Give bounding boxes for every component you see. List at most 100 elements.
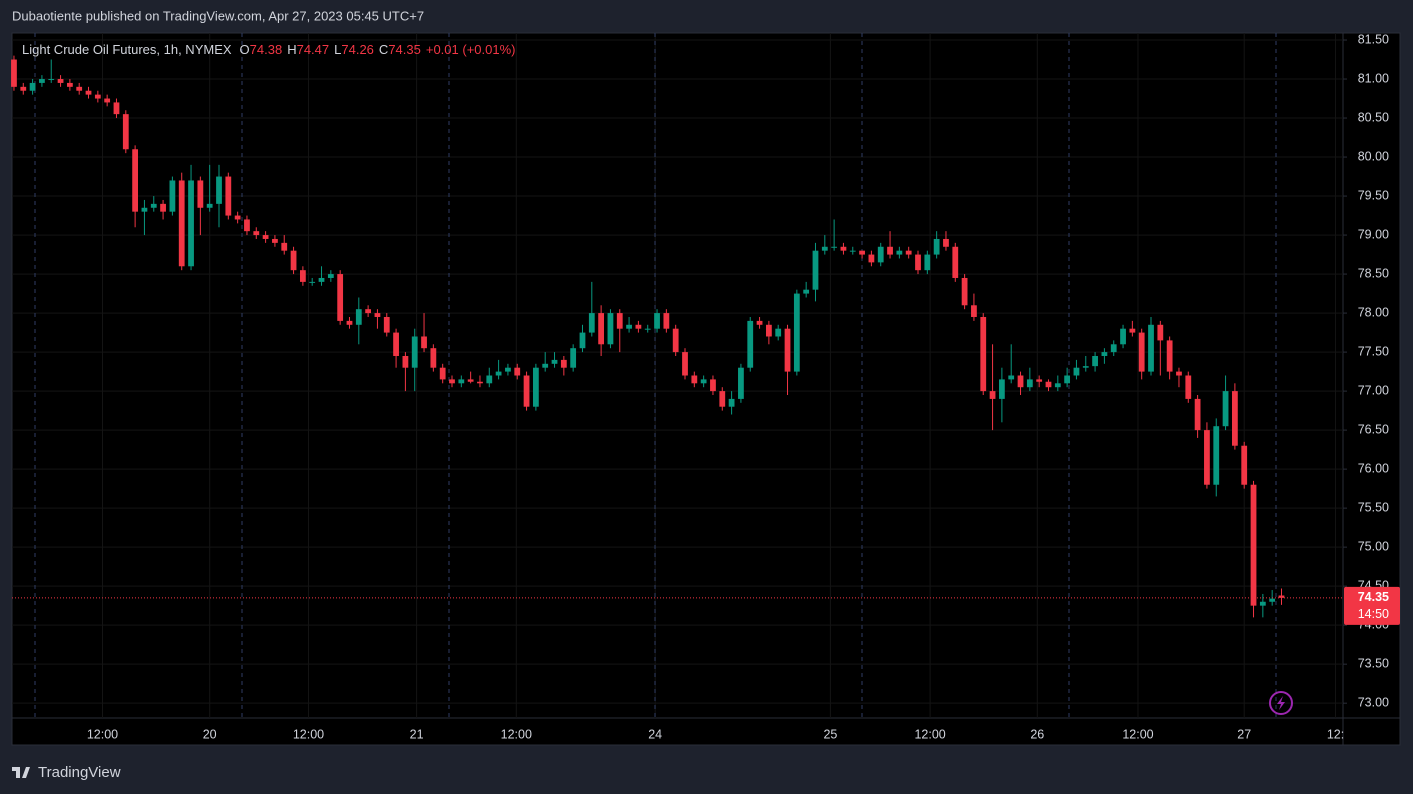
candle-body	[1166, 340, 1173, 372]
candle-body	[924, 254, 931, 271]
footer-logo[interactable]: TradingView	[12, 764, 121, 781]
y-tick-label: 77.00	[1358, 383, 1389, 397]
candle-body	[439, 367, 446, 380]
candle-body	[169, 180, 176, 212]
candle-body	[579, 332, 586, 349]
y-tick-label: 78.50	[1358, 266, 1389, 280]
candle-body	[1008, 375, 1015, 380]
candle-body	[803, 289, 810, 294]
candle-body	[85, 90, 92, 95]
candle-body	[887, 246, 893, 255]
ohlc-label: O	[240, 42, 250, 57]
overlay: 73.0073.5074.0074.5075.0075.5076.0076.50…	[12, 32, 1400, 709]
change-value: +0.01 (+0.01%)	[426, 42, 516, 57]
candle-body	[793, 293, 800, 372]
candle-body	[122, 114, 129, 150]
candle-body	[290, 250, 297, 271]
y-tick-label: 81.50	[1358, 32, 1389, 46]
candle-body	[728, 398, 735, 407]
candle-body	[672, 328, 679, 353]
candle-body	[262, 235, 269, 239]
y-tick-label: 78.00	[1358, 305, 1389, 319]
candle-body	[1082, 366, 1089, 368]
ohlc-label: H	[287, 42, 296, 57]
candle-body	[225, 176, 232, 216]
candle-body	[719, 391, 726, 407]
x-tick-label: 12:00	[501, 727, 532, 741]
x-tick-label: 27	[1237, 727, 1251, 741]
candle-body	[812, 250, 819, 290]
candle-body	[1185, 375, 1192, 399]
candle-body	[849, 250, 856, 252]
candle-body	[784, 328, 791, 372]
candle-body	[1138, 332, 1145, 372]
candle-body	[346, 320, 353, 325]
chart-frame	[11, 32, 1401, 746]
candle-body	[505, 367, 511, 372]
candle-body	[1250, 484, 1257, 606]
candle-body	[39, 79, 45, 83]
ohlc-value: 74.38	[250, 42, 283, 57]
x-tick-label: 24	[648, 727, 662, 741]
candle-body	[309, 281, 316, 283]
candle-body	[299, 270, 306, 282]
candle-body	[710, 379, 716, 392]
candle-body	[421, 336, 427, 349]
candle-body	[644, 328, 651, 330]
candle-body	[393, 332, 399, 356]
candle-body	[831, 246, 838, 248]
candle-body	[318, 277, 325, 282]
ohlc-label: C	[379, 42, 388, 57]
candle-body	[896, 250, 903, 255]
candle-body	[337, 274, 344, 321]
candle-body	[971, 305, 977, 317]
candle-body	[1045, 381, 1052, 388]
logo-text: TradingView	[38, 764, 121, 781]
candle-body	[1259, 601, 1266, 606]
x-tick-label: 12:00	[1122, 727, 1153, 741]
candle-body	[905, 250, 912, 255]
candle-body	[933, 238, 940, 255]
candle-body	[29, 82, 36, 91]
instrument-title: Light Crude Oil Futures, 1h, NYMEX	[22, 42, 232, 57]
x-tick-label: 12:00	[87, 727, 118, 741]
candle-body	[188, 180, 194, 267]
candle-body	[654, 313, 660, 329]
candle-body	[234, 215, 241, 220]
candle-body	[160, 203, 166, 212]
candle-body	[738, 367, 744, 399]
candle-body	[1278, 595, 1285, 598]
candle-body	[104, 98, 111, 103]
candle-body	[253, 231, 260, 236]
candle-body	[374, 313, 381, 317]
candle-body	[1157, 324, 1164, 341]
candle-body	[943, 238, 949, 247]
candle-body	[94, 94, 101, 99]
candle-body	[980, 316, 987, 392]
candle-body	[150, 203, 157, 208]
candle-body	[1036, 379, 1043, 382]
candle-body	[1231, 391, 1238, 446]
candle-body	[48, 79, 55, 81]
candle-body	[859, 250, 865, 255]
candle-body	[560, 359, 567, 368]
candle-body	[588, 313, 595, 333]
candle-body	[197, 180, 204, 208]
y-tick-label: 75.50	[1358, 500, 1389, 514]
candle-body	[1110, 344, 1117, 353]
last-price-label: 74.35	[1358, 590, 1389, 604]
ohlc-value: 74.26	[341, 42, 374, 57]
candle-body	[1148, 324, 1154, 372]
candle-body	[281, 242, 288, 251]
y-tick-label: 79.50	[1358, 188, 1389, 202]
candle-body	[206, 203, 213, 208]
candle-body	[877, 246, 884, 263]
candle-body	[1120, 328, 1126, 345]
y-tick-label: 76.00	[1358, 461, 1389, 475]
candle-body	[663, 313, 670, 329]
x-tick-label: 25	[823, 727, 837, 741]
y-tick-label: 73.50	[1358, 656, 1389, 670]
last-price-box	[1344, 586, 1400, 625]
candle-body	[775, 328, 782, 337]
